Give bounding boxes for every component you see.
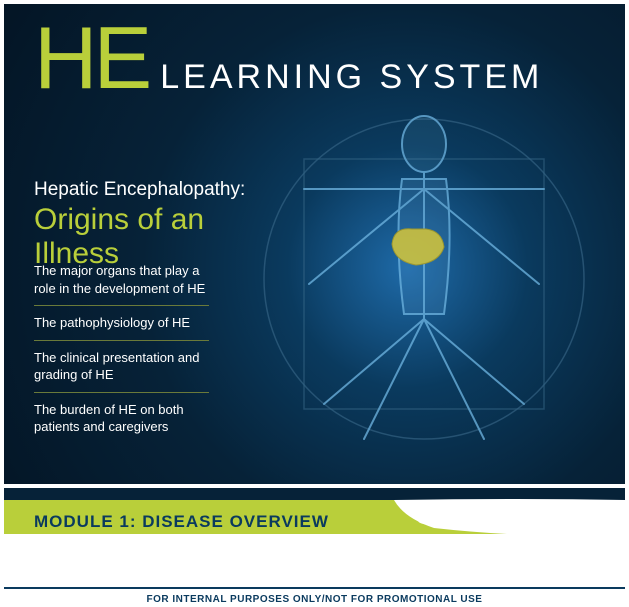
list-item: The clinical presentation and grading of… [34, 341, 209, 393]
list-item: The pathophysiology of HE [34, 306, 209, 341]
list-item: The major organs that play a role in the… [34, 254, 209, 306]
title-he: HE [34, 14, 148, 102]
title-rest: LEARNING SYSTEM [160, 58, 543, 97]
module-label: MODULE 1: DISEASE OVERVIEW [34, 512, 329, 532]
title-row: HE LEARNING SYSTEM [34, 14, 543, 102]
hero-panel: HE LEARNING SYSTEM Hepatic Encephalopath… [4, 4, 625, 484]
footer-disclaimer: FOR INTERNAL PURPOSES ONLY/NOT FOR PROMO… [0, 594, 629, 605]
module-bar: MODULE 1: DISEASE OVERVIEW [4, 488, 625, 546]
vitruvian-figure [254, 89, 594, 449]
bullet-list: The major organs that play a role in the… [34, 254, 209, 444]
subtitle-line1: Hepatic Encephalopathy: [34, 179, 284, 201]
list-item: The burden of HE on both patients and ca… [34, 393, 209, 444]
footer-divider [4, 587, 625, 589]
